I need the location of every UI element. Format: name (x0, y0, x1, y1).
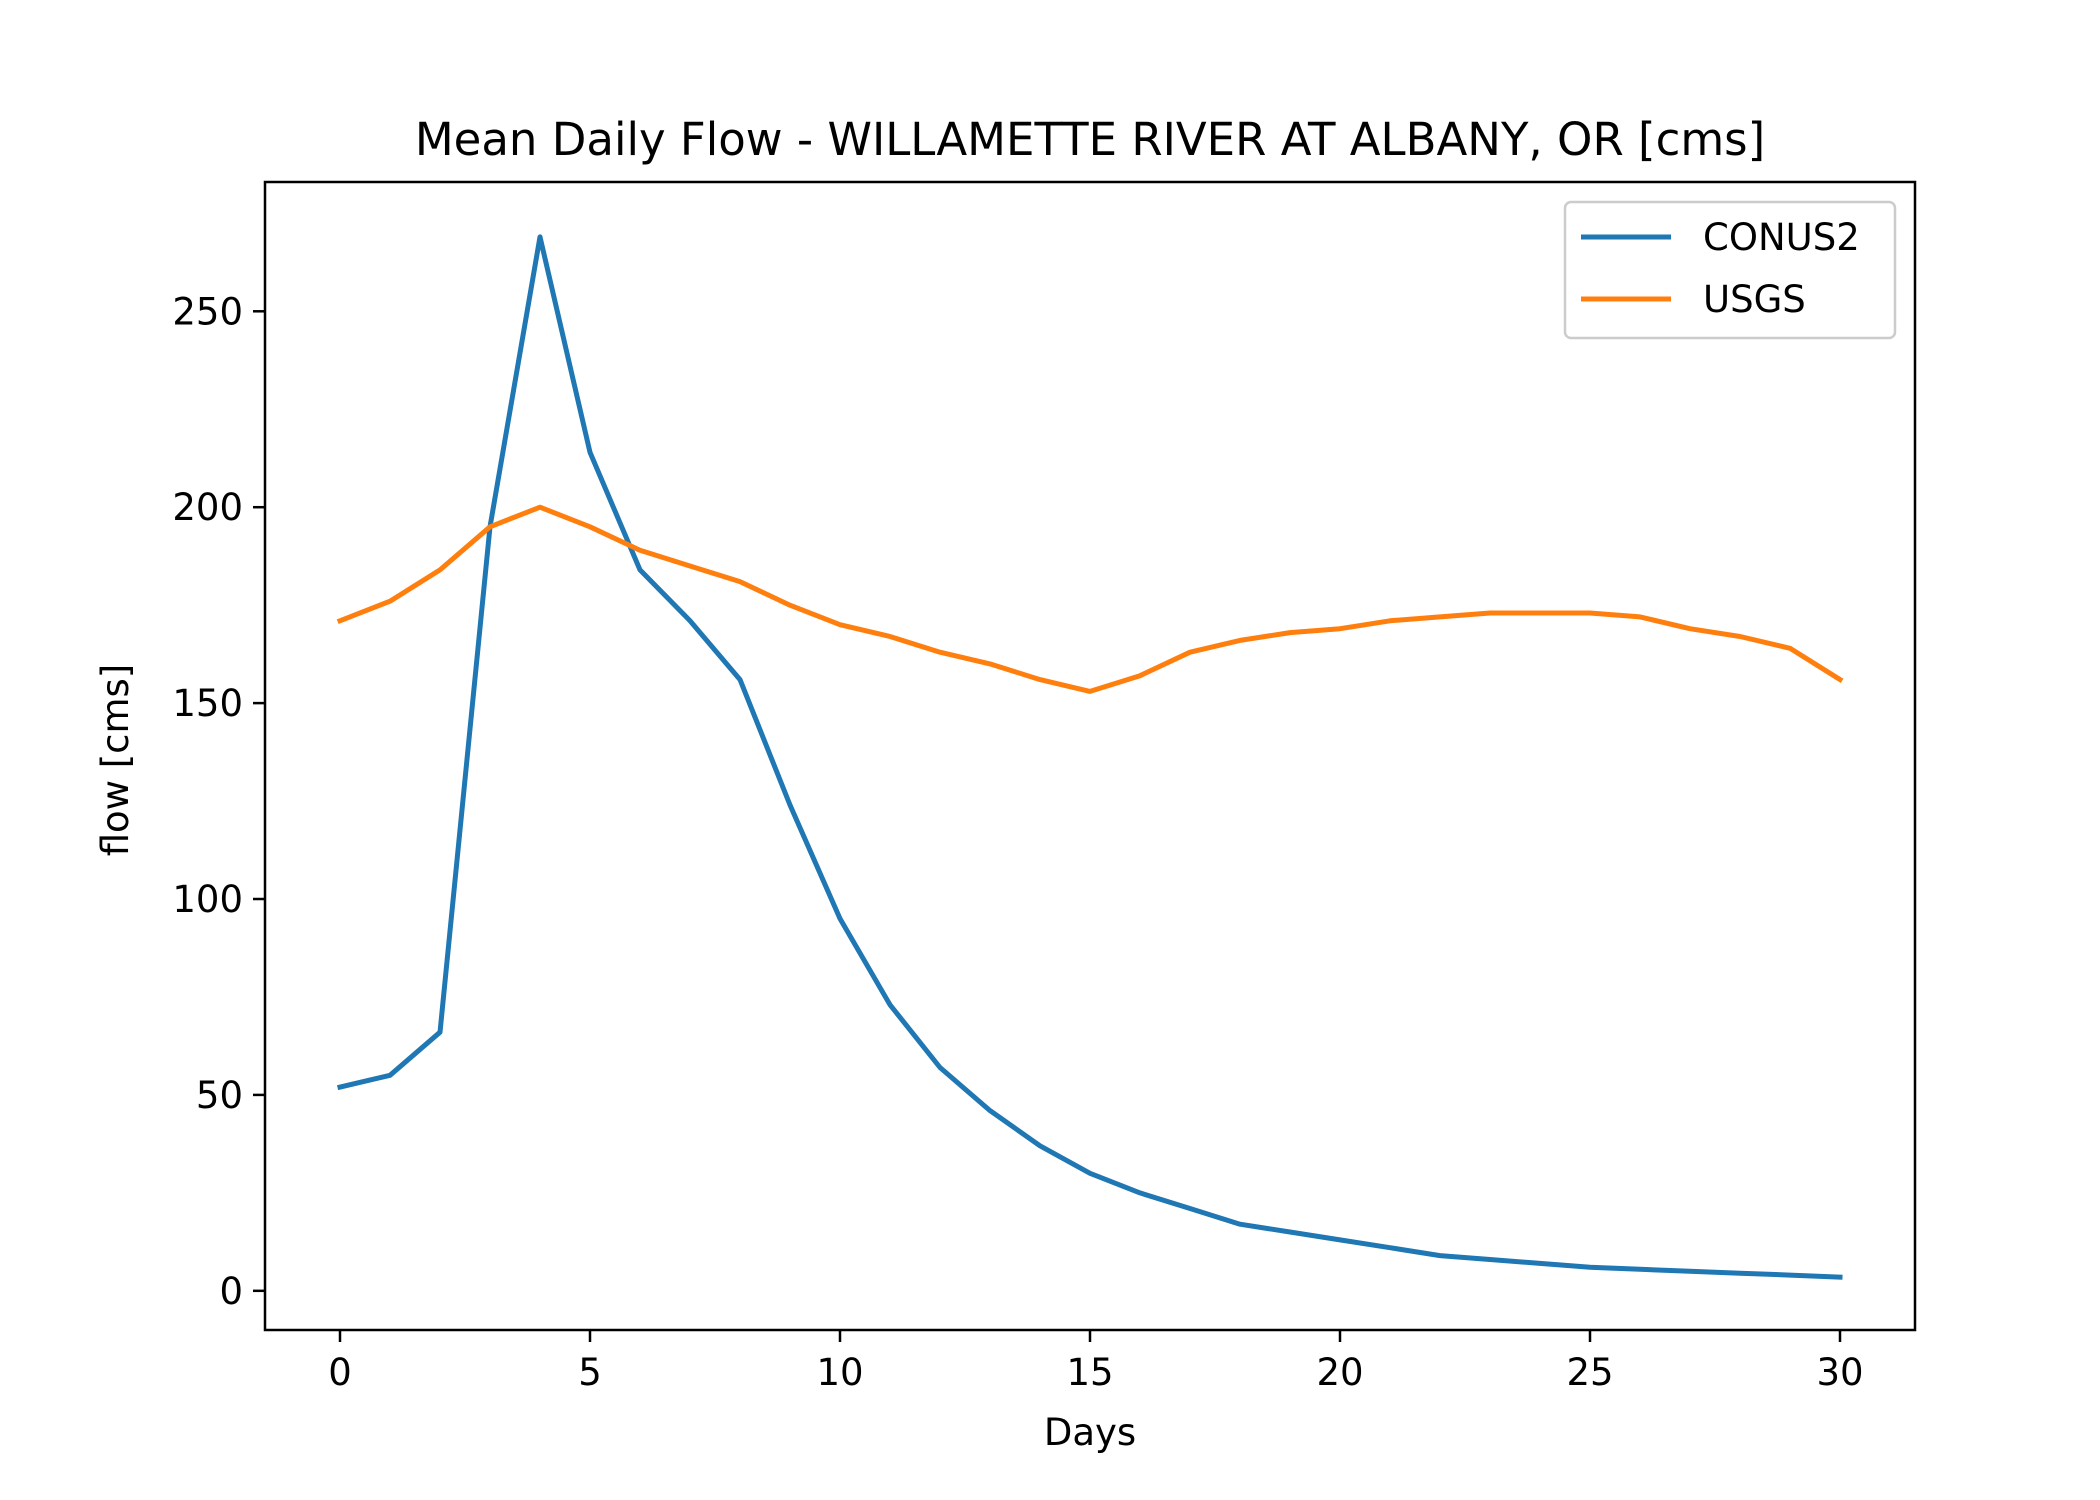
x-tick-label-5: 5 (578, 1351, 602, 1394)
y-tick-label-0: 0 (219, 1270, 243, 1313)
y-tick-label-100: 100 (172, 878, 243, 921)
y-tick-label-150: 150 (172, 682, 243, 725)
x-tick-label-15: 15 (1066, 1351, 1113, 1394)
x-tick-label-25: 25 (1566, 1351, 1613, 1394)
legend-label-conus2: CONUS2 (1703, 216, 1860, 259)
x-tick-label-20: 20 (1316, 1351, 1363, 1394)
legend: CONUS2 USGS (1563, 200, 1897, 340)
chart-title: Mean Daily Flow - WILLAMETTE RIVER AT AL… (415, 113, 1765, 166)
y-axis-label: flow [cms] (94, 664, 137, 857)
series-line-conus2 (336, 234, 1843, 1280)
x-axis-label: Days (1044, 1411, 1136, 1454)
legend-label-usgs: USGS (1703, 278, 1806, 321)
series-line-usgs (336, 504, 1844, 694)
series-layer (336, 234, 1844, 1280)
x-tick-label-30: 30 (1816, 1351, 1863, 1394)
y-tick-label-250: 250 (172, 290, 243, 333)
y-tick-label-200: 200 (172, 486, 243, 529)
x-tick-label-0: 0 (328, 1351, 352, 1394)
y-tick-label-50: 50 (196, 1074, 243, 1117)
x-tick-label-10: 10 (816, 1351, 863, 1394)
axes-layer: 0 5 10 15 20 25 30 0 50 100 150 200 250 (172, 180, 1917, 1394)
